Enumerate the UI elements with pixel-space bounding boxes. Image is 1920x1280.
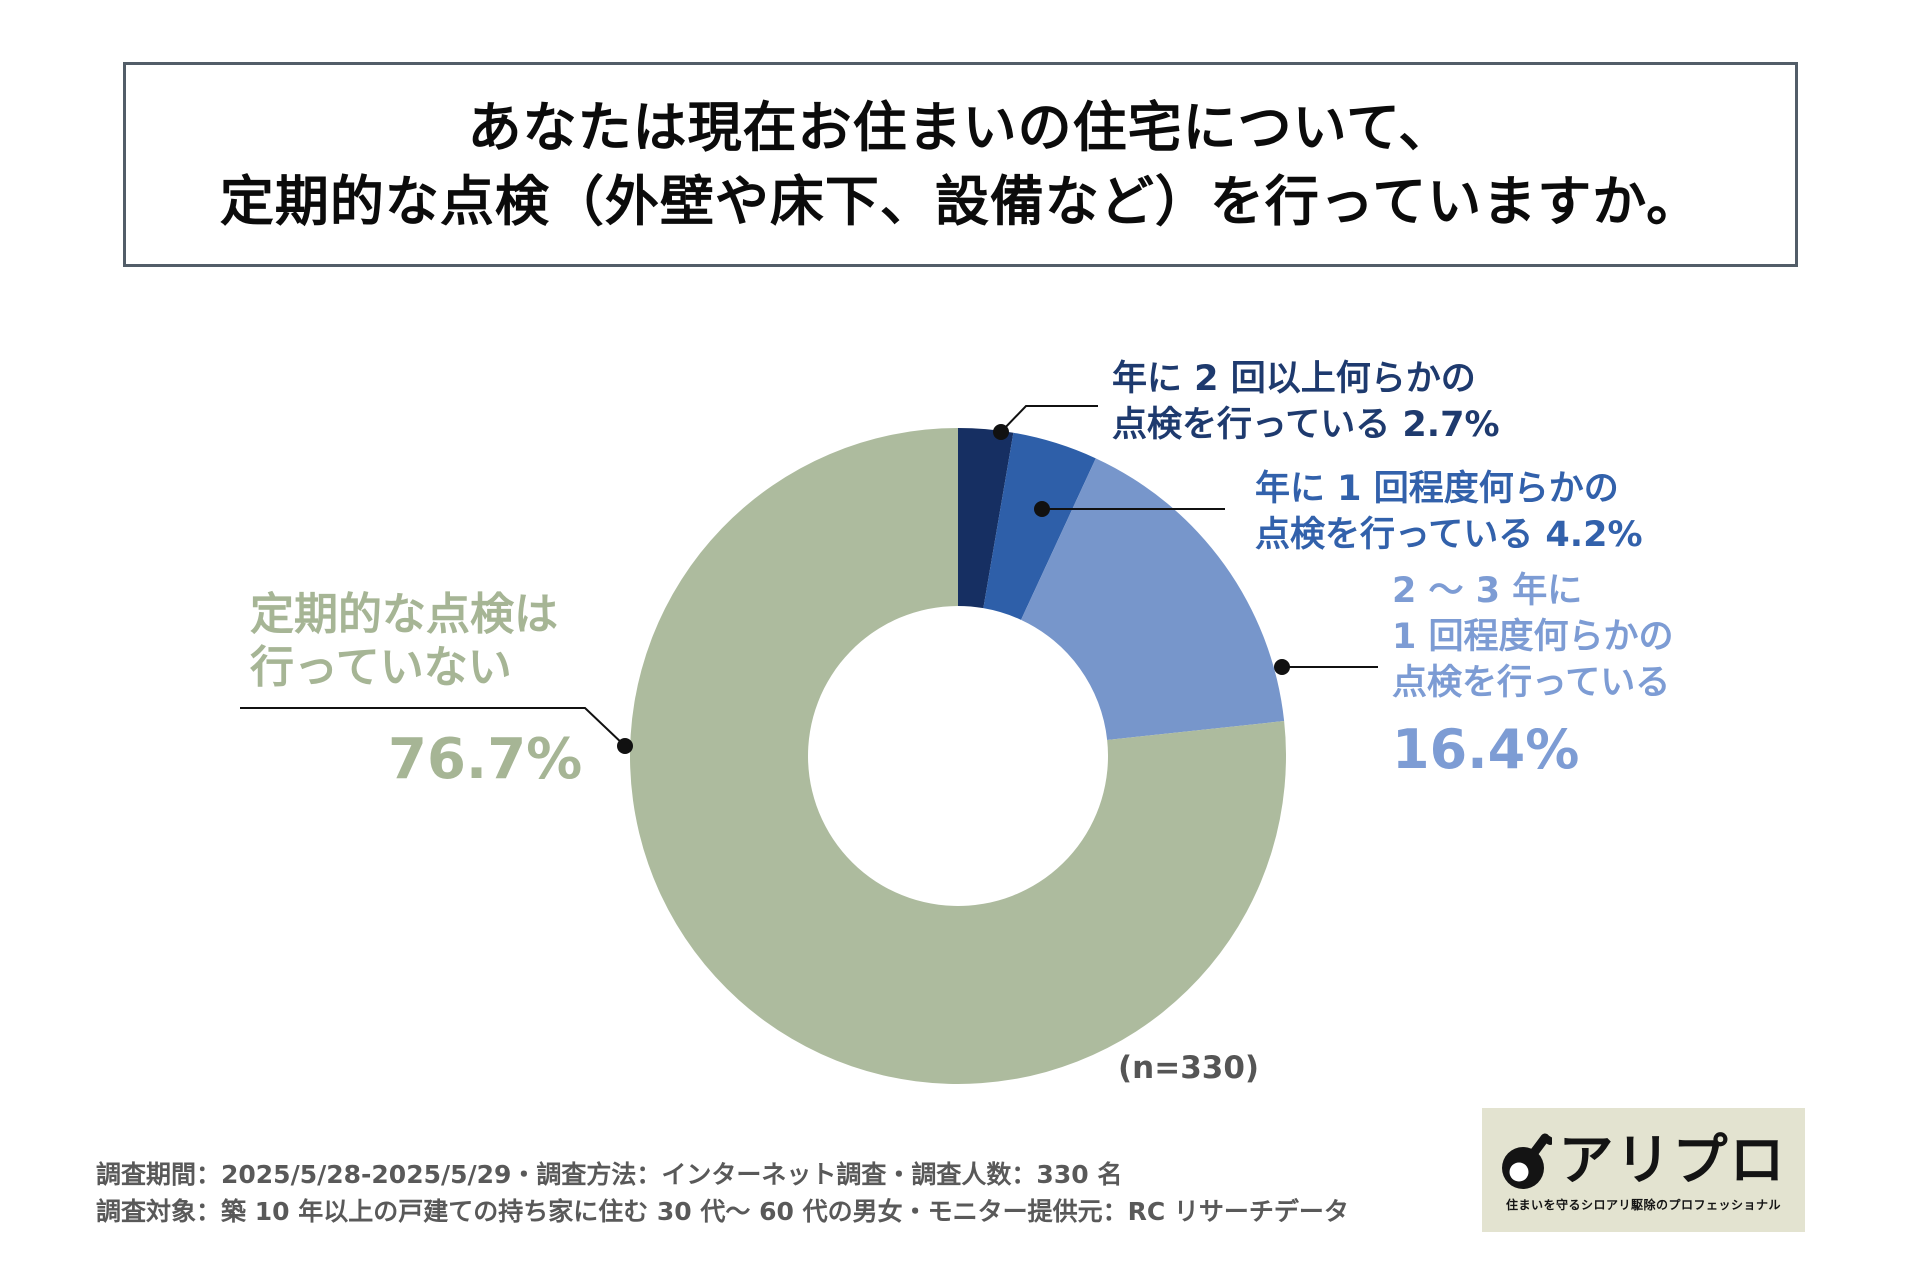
- donut-segment-4: [629, 428, 1286, 1084]
- callout-leader-lines: [240, 405, 1378, 754]
- brand-logo-name: アリプロ: [1558, 1127, 1787, 1192]
- donut-chart: [629, 428, 1286, 1084]
- callout-twice-a-year: 年に 2 回以上何らかの 点検を行っている 2.7%: [1112, 356, 1500, 448]
- leader-line-twice-a-year: [1000, 405, 1098, 433]
- callout-no-inspection-line2: 行っていない: [250, 642, 512, 693]
- callout-2-3-years-line1: 2 〜 3 年に: [1392, 571, 1583, 611]
- callout-2-3-years: 2 〜 3 年に 1 回程度何らかの 点検を行っている 16.4%: [1392, 568, 1674, 780]
- callout-once-a-year-line2: 点検を行っている 4.2%: [1255, 515, 1643, 555]
- callout-once-a-year: 年に 1 回程度何らかの 点検を行っている 4.2%: [1255, 466, 1643, 558]
- survey-details-line1: 調査期間：2025/5/28-2025/5/29・調査方法：インターネット調査・…: [96, 1160, 1123, 1189]
- callout-dot-no-inspection: [617, 738, 633, 754]
- survey-question-line2: 定期的な点検（外壁や床下、設備など）を行っていますか。: [219, 169, 1702, 233]
- callout-once-a-year-line1: 年に 1 回程度何らかの: [1255, 469, 1619, 509]
- callout-no-inspection: 定期的な点検は 行っていない: [250, 588, 558, 694]
- callout-2-3-years-line2: 1 回程度何らかの: [1392, 617, 1674, 657]
- donut-segment-3: [1021, 458, 1285, 741]
- callout-no-inspection-line1: 定期的な点検は: [250, 589, 558, 640]
- brand-logo-tagline: 住まいを守るシロアリ駆除のプロフェッショナル: [1505, 1197, 1781, 1212]
- leader-line-no-inspection: [240, 707, 626, 747]
- donut-segment-2: [983, 432, 1096, 620]
- sample-size-label: (n=330): [1118, 1050, 1260, 1086]
- callout-twice-a-year-line2: 点検を行っている 2.7%: [1112, 405, 1500, 445]
- callout-2-3-years-percent: 16.4%: [1392, 718, 1580, 781]
- callout-2-3-years-line3: 点検を行っている: [1392, 663, 1671, 703]
- callout-dot-once-a-year: [1034, 501, 1050, 517]
- brand-logo-box: アリプロ 住まいを守るシロアリ駆除のプロフェッショナル: [1482, 1108, 1805, 1232]
- donut-segment-1: [958, 428, 1014, 609]
- survey-details-line2: 調査対象：築 10 年以上の戸建ての持ち家に住む 30 代〜 60 代の男女・モ…: [96, 1197, 1349, 1226]
- survey-question-box: あなたは現在お住まいの住宅について、 定期的な点検（外壁や床下、設備など）を行っ…: [123, 62, 1798, 267]
- ant-logo-icon: [1502, 1133, 1553, 1189]
- callout-dot-2-3-years: [1274, 659, 1290, 675]
- brand-logo-row: アリプロ: [1500, 1128, 1786, 1192]
- callout-dot-twice-a-year: [993, 424, 1009, 440]
- callout-no-inspection-percent: 76.7%: [388, 727, 583, 792]
- survey-details: 調査期間：2025/5/28-2025/5/29・調査方法：インターネット調査・…: [96, 1156, 1349, 1230]
- survey-question-line1: あなたは現在お住まいの住宅について、: [467, 95, 1454, 159]
- callout-twice-a-year-line1: 年に 2 回以上何らかの: [1112, 359, 1476, 399]
